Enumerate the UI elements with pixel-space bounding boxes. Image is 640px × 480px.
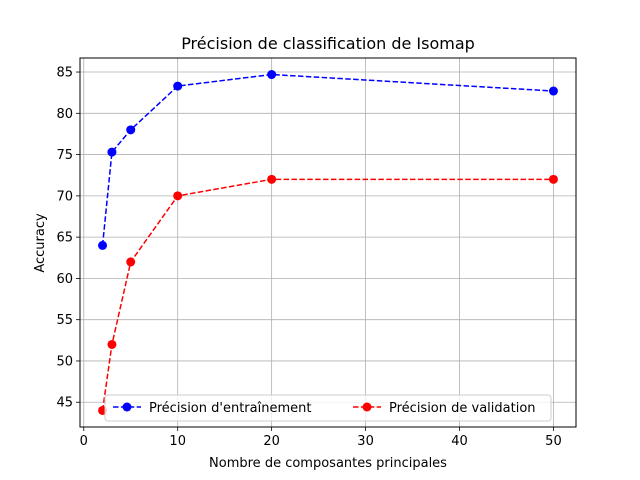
data-point	[173, 81, 183, 91]
x-axis-label: Nombre de composantes principales	[209, 456, 447, 471]
ticks: 0 10 20 30 40 50 45 50 55 60 65 70 75 80 85	[56, 66, 561, 449]
grid	[80, 58, 576, 427]
legend-box	[104, 394, 552, 422]
x-tick-label: 50	[545, 434, 562, 449]
y-tick-label: 50	[56, 354, 73, 369]
x-tick-label: 0	[80, 434, 88, 449]
x-tick-label: 40	[451, 434, 468, 449]
legend-label-training: Précision d'entraînement	[149, 401, 311, 416]
y-axis-label: Accuracy	[33, 213, 48, 273]
data-point	[107, 339, 117, 349]
legend-label-validation: Précision de validation	[389, 401, 536, 416]
plot-frame	[79, 57, 577, 428]
y-tick-label: 70	[56, 189, 73, 204]
y-tick-label: 65	[56, 231, 73, 246]
x-tick-label: 30	[357, 434, 374, 449]
y-tick-label: 85	[56, 66, 73, 81]
data-point	[173, 191, 183, 201]
x-tick-label: 20	[263, 434, 280, 449]
data-point	[267, 174, 277, 184]
y-tick-label: 75	[56, 148, 73, 163]
data-point	[98, 240, 108, 250]
data-point	[107, 147, 117, 157]
series-line-1	[101, 178, 554, 411]
legend: Précision d'entraînement Précision de va…	[104, 394, 552, 422]
data-point	[126, 125, 136, 135]
y-tick-label: 80	[56, 107, 73, 122]
data-point	[126, 257, 136, 267]
chart-title: Précision de classification de Isomap	[181, 34, 475, 53]
y-tick-label: 45	[56, 396, 73, 411]
x-tick-label: 10	[169, 434, 186, 449]
y-tick-label: 55	[56, 313, 73, 328]
y-tick-label: 60	[56, 272, 73, 287]
series-line-0	[101, 73, 554, 246]
data-point	[548, 174, 558, 184]
legend-marker-training	[122, 402, 132, 412]
data-point	[548, 86, 558, 96]
data-point	[267, 70, 277, 80]
legend-marker-validation	[362, 402, 372, 412]
